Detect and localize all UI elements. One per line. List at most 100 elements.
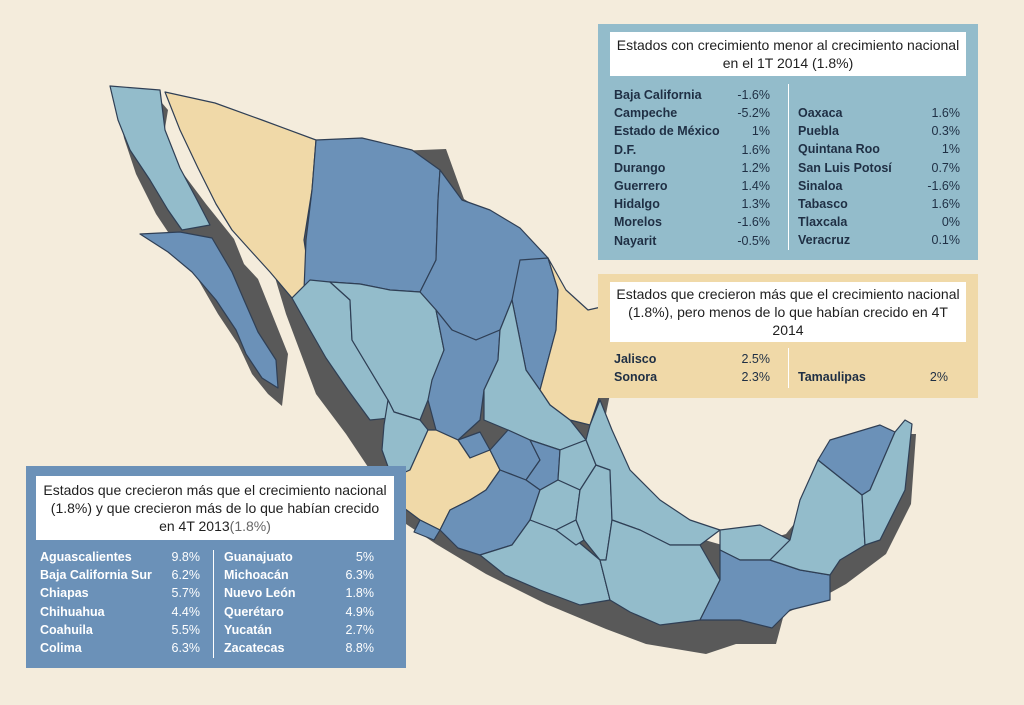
state-growth-value: -1.6% bbox=[737, 88, 770, 102]
state-growth-value: 5% bbox=[355, 550, 374, 564]
state-name: Michoacán bbox=[224, 568, 289, 583]
state-row: Tamaulipas 2% bbox=[798, 368, 948, 386]
state-row: Tabasco 1.6% bbox=[798, 195, 960, 213]
state-name: Jalisco bbox=[614, 352, 657, 366]
state-row: Zacatecas 8.8% bbox=[224, 639, 374, 657]
state-growth-value: 9.8% bbox=[171, 550, 201, 564]
state-row: Jalisco 2.5% bbox=[614, 350, 770, 368]
state-growth-value: 8.8% bbox=[345, 641, 375, 655]
panel-below-national: Estados con crecimiento menor al crecimi… bbox=[598, 24, 978, 260]
state-growth-value: 1.4% bbox=[741, 179, 771, 193]
state-row: Sonora 2.3% bbox=[614, 368, 770, 386]
state-row: Veracruz 0.1% bbox=[798, 231, 960, 249]
state-name: Yucatán bbox=[224, 622, 272, 637]
state-growth-value: 0.1% bbox=[931, 233, 961, 248]
state-growth-value: 6.3% bbox=[345, 568, 375, 583]
panel-above-title-suffix: (1.8%) bbox=[229, 518, 271, 534]
state-growth-value: 4.4% bbox=[171, 604, 201, 619]
state-growth-value: 1.6% bbox=[741, 142, 771, 157]
state-row: Campeche -5.2% bbox=[614, 104, 770, 122]
state-name: Colima bbox=[40, 641, 82, 655]
state-oaxaca bbox=[599, 519, 721, 626]
state-name: Quintana Roo bbox=[798, 142, 880, 157]
state-row: Tlaxcala 0% bbox=[798, 213, 960, 231]
state-row: Hidalgo 1.3% bbox=[614, 195, 770, 213]
state-growth-value: 6.3% bbox=[171, 641, 201, 655]
state-growth-value: 1.2% bbox=[741, 160, 771, 175]
state-name: Baja California bbox=[614, 88, 702, 102]
state-name: Puebla bbox=[798, 124, 839, 139]
panel-above-title-text: Estados que crecieron más que el crecimi… bbox=[42, 481, 388, 535]
panel-above-national-below-prior-divider bbox=[788, 348, 789, 388]
state-growth-value: 1.8% bbox=[345, 586, 375, 601]
panel-above-national-below-prior-title: Estados que crecieron más que el crecimi… bbox=[610, 282, 966, 342]
state-growth-value: -0.5% bbox=[737, 233, 770, 248]
state-growth-value: 5.5% bbox=[171, 622, 201, 637]
state-baja-california bbox=[109, 85, 211, 231]
state-name: Campeche bbox=[614, 106, 678, 121]
state-growth-value: 5.7% bbox=[171, 586, 201, 601]
state-name: Aguascalientes bbox=[40, 550, 132, 564]
panel-above-title-main: Estados que crecieron más que el crecimi… bbox=[43, 482, 387, 534]
state-name: Tamaulipas bbox=[798, 370, 866, 384]
state-row: Aguascalientes 9.8% bbox=[40, 548, 200, 566]
state-name: Nayarit bbox=[614, 233, 657, 248]
state-campeche bbox=[769, 459, 866, 576]
state-name: Chihuahua bbox=[40, 604, 105, 619]
state-row: Coahuila 5.5% bbox=[40, 621, 200, 639]
state-row: San Luis Potosí 0.7% bbox=[798, 159, 960, 177]
state-row: Michoacán 6.3% bbox=[224, 566, 374, 584]
state-row: Nayarit -0.5% bbox=[614, 232, 770, 250]
state-growth-value: 0% bbox=[941, 215, 960, 230]
state-row: Nuevo León 1.8% bbox=[224, 584, 374, 602]
state-name: Baja California Sur bbox=[40, 568, 152, 583]
state-name: Sonora bbox=[614, 370, 658, 385]
state-growth-value: 0.7% bbox=[931, 160, 961, 175]
state-name: Guanajuato bbox=[224, 550, 293, 564]
state-durango bbox=[329, 281, 445, 421]
panel-above-national-below-prior: Estados que crecieron más que el crecimi… bbox=[598, 274, 978, 398]
panel-below-national-divider bbox=[788, 84, 789, 250]
state-row: Chiapas 5.7% bbox=[40, 584, 200, 602]
state-growth-value: 0.3% bbox=[931, 124, 961, 139]
state-row: Estado de México 1% bbox=[614, 122, 770, 140]
state-growth-value: 2% bbox=[929, 370, 948, 384]
state-chihuahua bbox=[303, 137, 441, 293]
state-name: Coahuila bbox=[40, 622, 93, 637]
state-row: Sinaloa -1.6% bbox=[798, 177, 960, 195]
state-row: D.F. 1.6% bbox=[614, 141, 770, 159]
state-row: Oaxaca 1.6% bbox=[798, 104, 960, 122]
panel-above-national-above-prior-divider bbox=[213, 550, 214, 658]
state-growth-value: 1.6% bbox=[931, 106, 961, 120]
state-name: Durango bbox=[614, 160, 666, 175]
state-name: Estado de México bbox=[614, 124, 720, 139]
state-row: Querétaro 4.9% bbox=[224, 603, 374, 621]
state-row: Colima 6.3% bbox=[40, 639, 200, 657]
state-growth-value: -1.6% bbox=[927, 178, 960, 193]
state-row: Chihuahua 4.4% bbox=[40, 603, 200, 621]
state-row: Quintana Roo 1% bbox=[798, 140, 960, 158]
state-growth-value: 1% bbox=[751, 124, 770, 139]
state-name: San Luis Potosí bbox=[798, 160, 892, 175]
state-name: Tabasco bbox=[798, 197, 848, 211]
state-baja-california-sur bbox=[139, 231, 279, 389]
state-name: Zacatecas bbox=[224, 641, 285, 655]
state-name: Veracruz bbox=[798, 233, 851, 248]
state-growth-value: -1.6% bbox=[737, 215, 770, 230]
state-row: Baja California Sur 6.2% bbox=[40, 566, 200, 584]
state-row: Puebla 0.3% bbox=[798, 122, 960, 140]
panel-below-national-title: Estados con crecimiento menor al crecimi… bbox=[610, 32, 966, 76]
state-row: Guerrero 1.4% bbox=[614, 177, 770, 195]
state-row: Guanajuato 5% bbox=[224, 548, 374, 566]
state-name: Tlaxcala bbox=[798, 215, 848, 230]
state-growth-value: 1.6% bbox=[931, 197, 961, 211]
state-growth-value: 1.3% bbox=[741, 197, 771, 212]
state-growth-value: 4.9% bbox=[345, 604, 375, 619]
state-michoacan bbox=[439, 469, 541, 556]
state-quintana-roo bbox=[861, 419, 913, 546]
state-growth-value: 2.7% bbox=[345, 622, 375, 637]
panel-above-national-above-prior-title: Estados que crecieron más que el crecimi… bbox=[36, 476, 394, 540]
state-name: Morelos bbox=[614, 215, 662, 230]
state-row: Baja California -1.6% bbox=[614, 86, 770, 104]
